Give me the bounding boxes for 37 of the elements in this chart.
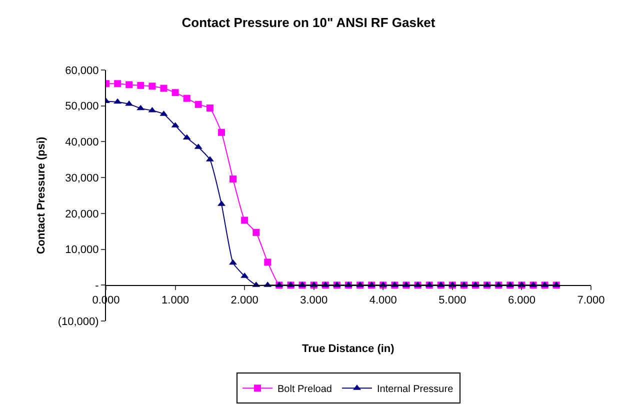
x-tick-label: 3.000 xyxy=(300,294,328,306)
x-tick-label: 6.000 xyxy=(508,294,536,306)
y-tick-label: 20,000 xyxy=(65,208,99,220)
y-tick-label: 50,000 xyxy=(65,100,99,113)
point xyxy=(252,228,260,236)
x-tick-label: 4.000 xyxy=(369,294,397,306)
point xyxy=(137,82,144,89)
x-tick-label: 1.000 xyxy=(162,294,190,306)
point xyxy=(194,100,202,108)
x-tick-label: 2.000 xyxy=(230,294,258,306)
y-tick-label: - xyxy=(95,280,100,292)
point xyxy=(264,258,272,266)
y-axis-title: Contact Pressure (psi) xyxy=(35,136,48,254)
point xyxy=(241,216,248,224)
point xyxy=(136,104,145,110)
legend-label: Bolt Preload xyxy=(278,384,332,396)
x-tick-label: 7.000 xyxy=(577,294,605,306)
y-tick-label: 30,000 xyxy=(65,172,99,184)
point xyxy=(126,81,133,88)
y-tick-label: 10,000 xyxy=(65,244,99,256)
y-tick-label: 40,000 xyxy=(65,136,99,149)
legend-label: Internal Pressure xyxy=(376,384,454,396)
point xyxy=(114,80,122,88)
point xyxy=(160,84,168,92)
x-tick-label: 5.000 xyxy=(438,294,466,306)
y-tick-label: (10,000) xyxy=(58,316,99,328)
point xyxy=(114,98,122,104)
point xyxy=(148,82,156,90)
y-tick-label: 60,000 xyxy=(65,64,99,77)
point xyxy=(172,89,179,96)
point xyxy=(230,176,236,183)
chart-title: Contact Pressure on 10" ANSI RF Gasket xyxy=(182,15,436,30)
point xyxy=(206,104,214,112)
point xyxy=(218,128,225,136)
x-axis-title: True Distance (in) xyxy=(302,343,395,355)
point xyxy=(183,94,190,102)
point xyxy=(182,134,191,140)
